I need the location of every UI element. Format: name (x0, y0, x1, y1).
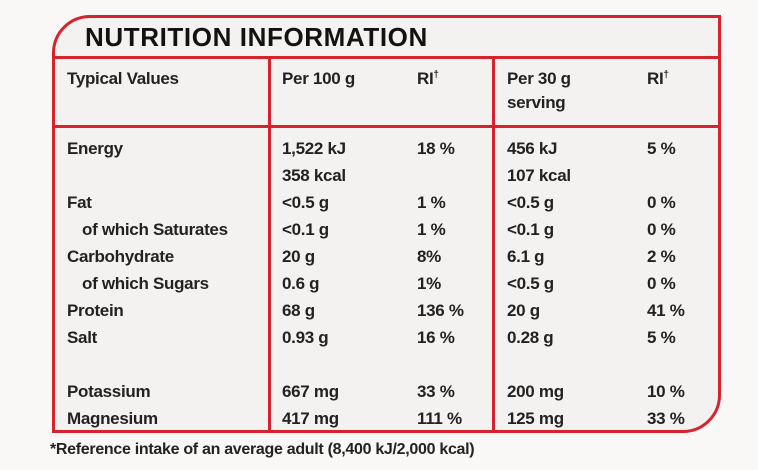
table-body: Energy 1,522 kJ 358 kcal 18 % 456 kJ 107 k… (55, 128, 718, 432)
value-per-100g: 667 mg (282, 382, 339, 401)
header-ri-per-30g: RI† (647, 67, 669, 91)
ri-per-30g: 33 % (647, 409, 685, 428)
ri-per-100g: 18 % (417, 139, 455, 158)
per-30g-line2: serving (507, 93, 566, 112)
table-row-magnesium: Magnesium 417 mg 111 % 125 mg 33 % (55, 405, 718, 432)
value-per-30g: 125 mg (507, 409, 564, 428)
row-label: Salt (67, 328, 97, 347)
ri-per-30g: 2 % (647, 247, 676, 266)
value-per-100g: 0.6 g (282, 274, 320, 293)
ri-per-100g: 33 % (417, 382, 455, 401)
value-per-100g: 0.93 g (282, 328, 329, 347)
ri-per-30g: 0 % (647, 220, 676, 239)
value-line2: 358 kcal (282, 166, 346, 185)
reference-intake-footnote: *Reference intake of an average adult (8… (50, 441, 475, 458)
ri-per-30g: 5 % (647, 328, 676, 347)
ri-per-100g: 1 % (417, 220, 446, 239)
ri-per-100g: 111 % (417, 409, 462, 428)
row-label: Potassium (67, 382, 151, 401)
title-band: NUTRITION INFORMATION (55, 18, 718, 59)
table-row-potassium: Potassium 667 mg 33 % 200 mg 10 % (55, 378, 718, 405)
value-per-100g: 417 mg (282, 409, 339, 428)
value-per-100g: <0.5 g (282, 193, 329, 212)
ri-per-30g: 0 % (647, 274, 676, 293)
ri-per-100g: 16 % (417, 328, 455, 347)
row-label: Carbohydrate (67, 247, 174, 266)
column-divider-left (268, 59, 271, 432)
ri-label: RI (647, 69, 664, 88)
ri-label: RI (417, 69, 434, 88)
value-per-30g: 200 mg (507, 382, 564, 401)
nutrition-table: Typical Values Per 100 g RI† Per 30 g ser… (55, 59, 718, 432)
ri-per-30g: 41 % (647, 301, 685, 320)
value-per-100g: 1,522 kJ 358 kcal (282, 135, 346, 189)
ri-per-100g: 1 % (417, 193, 446, 212)
ri-per-100g: 1% (417, 274, 441, 293)
table-row-sugars: of which Sugars 0.6 g 1% <0.5 g 0 % (55, 270, 718, 297)
row-label: of which Saturates (82, 220, 228, 239)
nutrition-label: NUTRITION INFORMATION Typical Values Per… (52, 15, 721, 433)
ri-per-30g: 5 % (647, 139, 676, 158)
value-line1: 456 kJ (507, 139, 558, 158)
value-per-30g: <0.5 g (507, 274, 554, 293)
row-label: Fat (67, 193, 92, 212)
value-per-100g: 20 g (282, 247, 315, 266)
page-title: NUTRITION INFORMATION (85, 21, 428, 52)
per-30g-line1: Per 30 g (507, 69, 571, 88)
table-row-carbohydrate: Carbohydrate 20 g 8% 6.1 g 2 % (55, 243, 718, 270)
value-per-100g: <0.1 g (282, 220, 329, 239)
table-row-salt: Salt 0.93 g 16 % 0.28 g 5 % (55, 324, 718, 351)
value-per-30g: <0.5 g (507, 193, 554, 212)
ri-per-100g: 8% (417, 247, 441, 266)
value-per-30g: 6.1 g (507, 247, 545, 266)
header-per-100g: Per 100 g (282, 69, 355, 88)
value-per-30g: 456 kJ 107 kcal (507, 135, 571, 189)
dagger-mark: † (663, 69, 669, 81)
row-label: Energy (67, 139, 123, 158)
header-ri-per-100g: RI† (417, 67, 439, 91)
value-per-30g: <0.1 g (507, 220, 554, 239)
table-row-saturates: of which Saturates <0.1 g 1 % <0.1 g 0 % (55, 216, 718, 243)
table-row-fat: Fat <0.5 g 1 % <0.5 g 0 % (55, 189, 718, 216)
dagger-mark: † (433, 69, 439, 81)
ri-per-100g: 136 % (417, 301, 464, 320)
table-row-protein: Protein 68 g 136 % 20 g 41 % (55, 297, 718, 324)
value-per-100g: 68 g (282, 301, 315, 320)
value-per-30g: 0.28 g (507, 328, 554, 347)
row-label: Protein (67, 301, 124, 320)
value-per-30g: 20 g (507, 301, 540, 320)
table-row-energy: Energy 1,522 kJ 358 kcal 18 % 456 kJ 107 k… (55, 135, 718, 189)
header-per-30g-serving: Per 30 g serving (507, 67, 571, 115)
row-label: Magnesium (67, 409, 158, 428)
column-divider-right (492, 59, 495, 432)
value-line2: 107 kcal (507, 166, 571, 185)
table-row-spacer (55, 351, 718, 378)
row-label: of which Sugars (82, 274, 209, 293)
value-line1: 1,522 kJ (282, 139, 346, 158)
ri-per-30g: 0 % (647, 193, 676, 212)
header-typical-values: Typical Values (67, 69, 179, 88)
table-header-row: Typical Values Per 100 g RI† Per 30 g ser… (55, 59, 718, 128)
ri-per-30g: 10 % (647, 382, 685, 401)
